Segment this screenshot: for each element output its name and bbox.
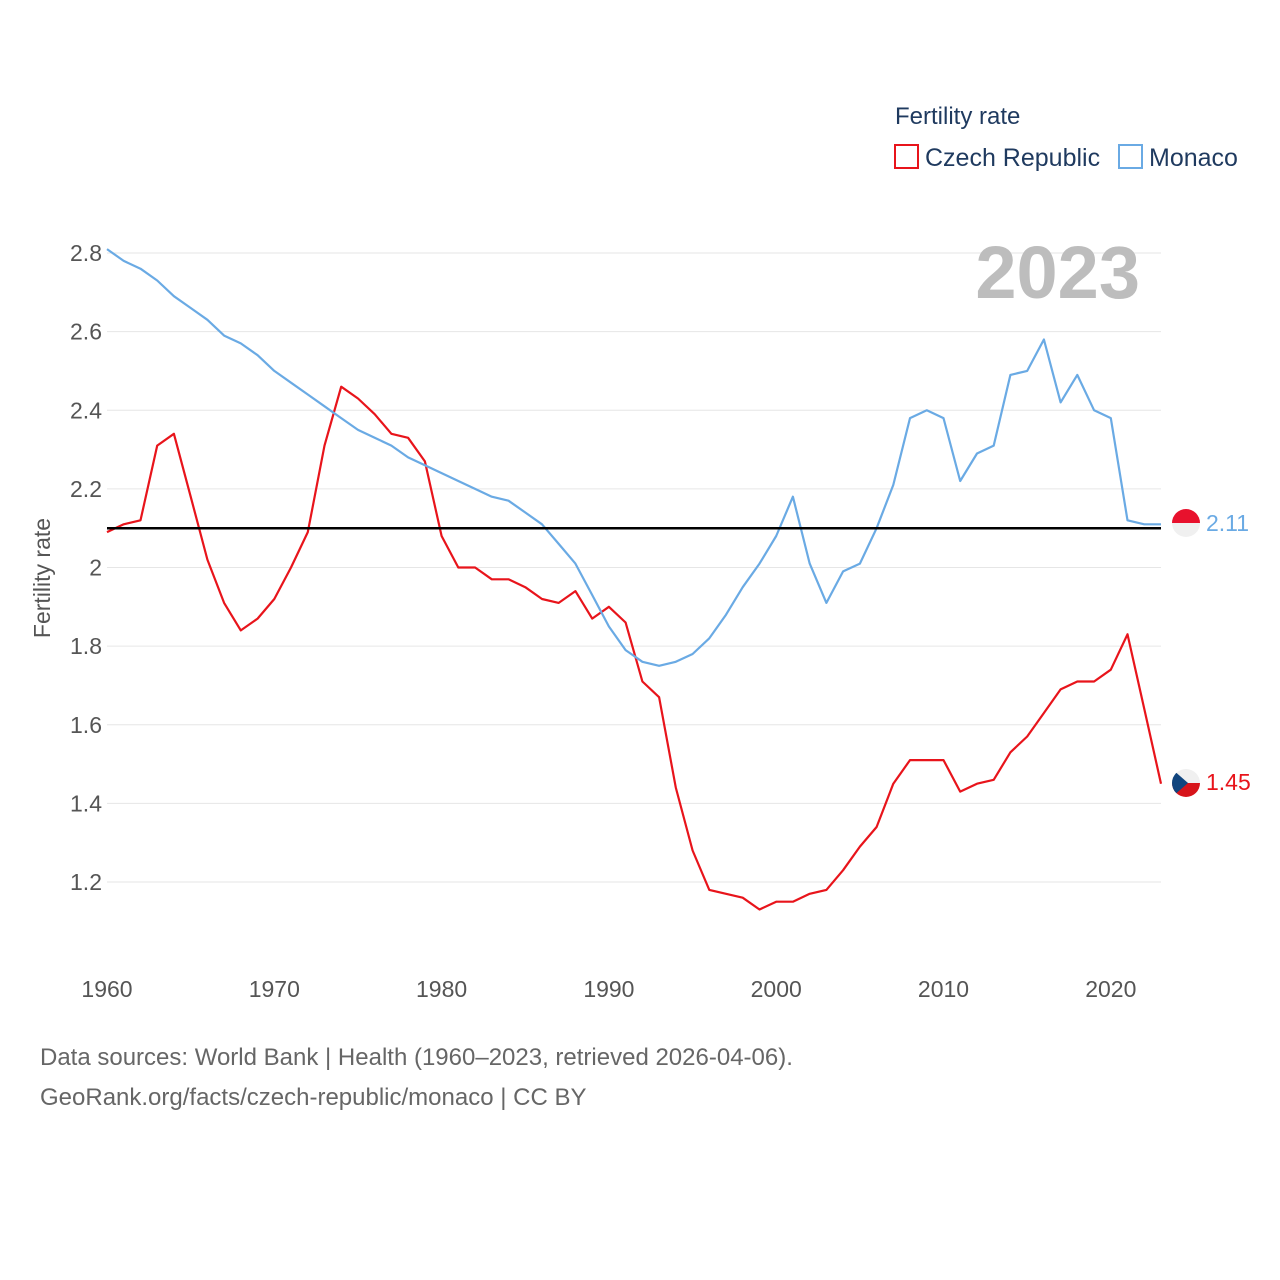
y-axis-title: Fertility rate (29, 518, 55, 638)
x-tick-label: 2010 (918, 976, 969, 1002)
end-value-label-monaco: 2.11 (1206, 510, 1249, 536)
year-label: 2023 (975, 231, 1140, 314)
legend-title: Fertility rate (895, 103, 1020, 130)
legend-label-monaco[interactable]: Monaco (1149, 144, 1238, 172)
legend-label-czech-republic[interactable]: Czech Republic (925, 144, 1100, 172)
y-tick-label: 1.6 (70, 712, 102, 738)
y-tick-label: 2.6 (70, 319, 102, 345)
legend-swatch-czech-republic[interactable] (894, 144, 919, 169)
y-tick-label: 1.8 (70, 633, 102, 659)
y-axis-ticks: 1.2 1.4 1.6 1.8 2 2.2 2.4 2.6 2.8 (70, 240, 102, 895)
series-line-czech-republic[interactable] (106, 385, 1163, 911)
monaco-flag-icon (1172, 509, 1200, 537)
end-value-label-czech-republic: 1.45 (1206, 769, 1251, 795)
series-line-monaco[interactable] (106, 248, 1161, 667)
x-tick-label: 2020 (1085, 976, 1136, 1002)
series-lines (106, 248, 1163, 911)
legend: Fertility rate Czech Republic Monaco (894, 103, 1238, 172)
source-url-license: GeoRank.org/facts/czech-republic/monaco … (40, 1084, 587, 1111)
fertility-line-chart: Fertility rate Czech Republic Monaco 1.2… (29, 103, 1251, 1002)
x-tick-label: 1960 (81, 976, 132, 1002)
x-tick-label: 2000 (751, 976, 802, 1002)
y-tick-label: 2.4 (70, 397, 102, 423)
data-source-note: Data sources: World Bank | Health (1960–… (40, 1044, 793, 1071)
gridlines (107, 252, 1161, 883)
y-tick-label: 1.2 (70, 869, 102, 895)
x-tick-label: 1980 (416, 976, 467, 1002)
y-tick-label: 1.4 (70, 790, 102, 816)
y-tick-label: 2 (89, 555, 102, 581)
legend-swatch-monaco[interactable] (1118, 144, 1143, 169)
y-tick-label: 2.2 (70, 476, 102, 502)
y-tick-label: 2.8 (70, 240, 102, 266)
x-tick-label: 1990 (583, 976, 634, 1002)
x-tick-label: 1970 (249, 976, 300, 1002)
x-axis-ticks: 1960 1970 1980 1990 2000 2010 2020 (81, 976, 1136, 1002)
czech-flag-icon (1172, 769, 1200, 797)
